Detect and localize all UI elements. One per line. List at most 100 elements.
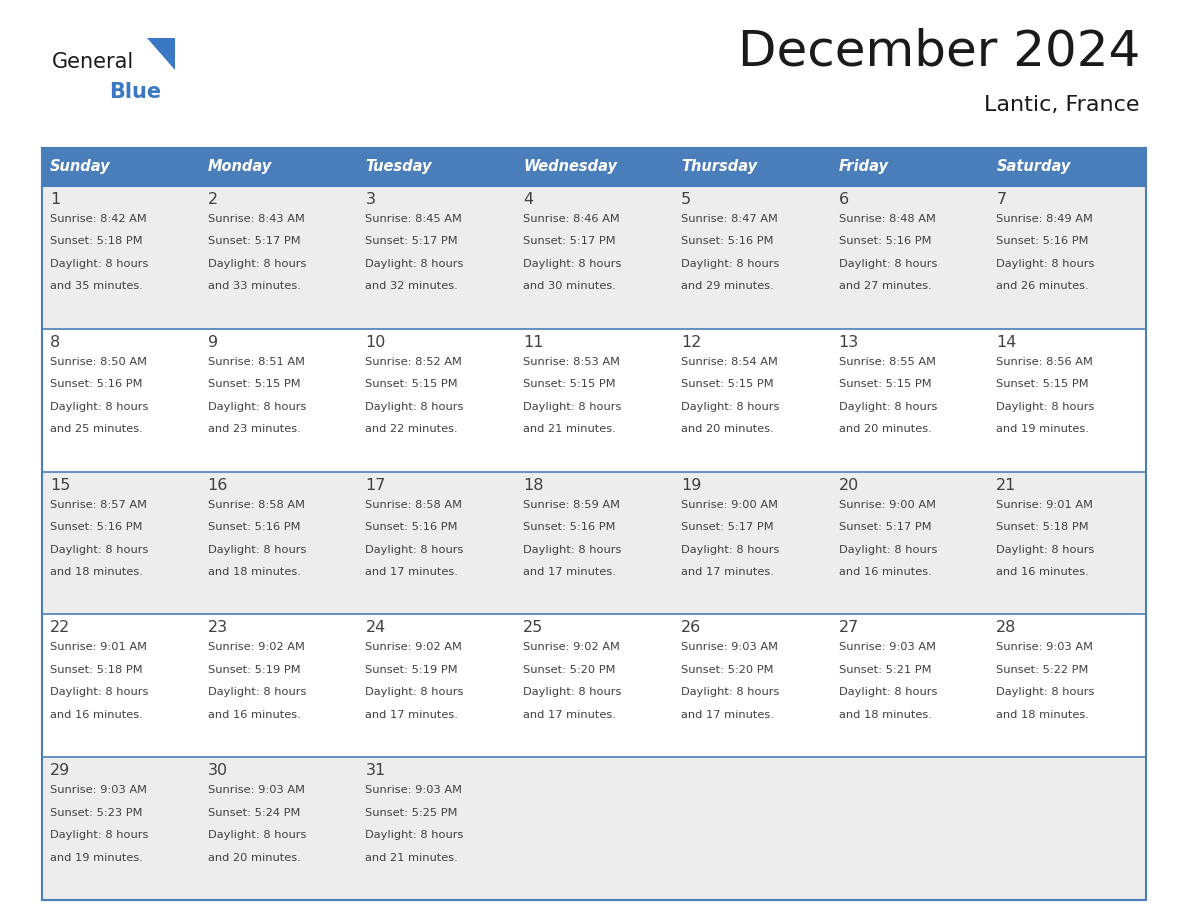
Text: 23: 23 xyxy=(208,621,228,635)
Text: Daylight: 8 hours: Daylight: 8 hours xyxy=(366,259,463,269)
Text: 26: 26 xyxy=(681,621,701,635)
Text: Daylight: 8 hours: Daylight: 8 hours xyxy=(997,259,1094,269)
Text: Daylight: 8 hours: Daylight: 8 hours xyxy=(681,259,779,269)
Text: 3: 3 xyxy=(366,192,375,207)
Text: and 27 minutes.: and 27 minutes. xyxy=(839,282,931,291)
Text: December 2024: December 2024 xyxy=(738,28,1140,76)
Text: Sunrise: 8:53 AM: Sunrise: 8:53 AM xyxy=(523,357,620,367)
Text: Daylight: 8 hours: Daylight: 8 hours xyxy=(366,830,463,840)
Text: 18: 18 xyxy=(523,477,544,493)
Text: Sunrise: 8:51 AM: Sunrise: 8:51 AM xyxy=(208,357,304,367)
Text: Sunset: 5:15 PM: Sunset: 5:15 PM xyxy=(839,379,931,389)
Text: Daylight: 8 hours: Daylight: 8 hours xyxy=(50,259,148,269)
Text: 6: 6 xyxy=(839,192,848,207)
Text: Sunrise: 8:43 AM: Sunrise: 8:43 AM xyxy=(208,214,304,224)
Text: and 18 minutes.: and 18 minutes. xyxy=(839,710,931,720)
Bar xyxy=(830,148,988,186)
Text: and 20 minutes.: and 20 minutes. xyxy=(208,853,301,863)
Text: Sunset: 5:15 PM: Sunset: 5:15 PM xyxy=(681,379,773,389)
Text: Sunset: 5:20 PM: Sunset: 5:20 PM xyxy=(681,665,773,675)
Text: Daylight: 8 hours: Daylight: 8 hours xyxy=(50,544,148,554)
Text: and 20 minutes.: and 20 minutes. xyxy=(839,424,931,434)
Text: Sunrise: 9:03 AM: Sunrise: 9:03 AM xyxy=(839,643,936,653)
Text: Lantic, France: Lantic, France xyxy=(985,95,1140,115)
Bar xyxy=(42,757,1146,900)
Text: Daylight: 8 hours: Daylight: 8 hours xyxy=(366,402,463,412)
Text: Daylight: 8 hours: Daylight: 8 hours xyxy=(208,259,307,269)
Bar xyxy=(988,148,1146,186)
Bar xyxy=(358,148,516,186)
Text: and 35 minutes.: and 35 minutes. xyxy=(50,282,143,291)
Text: Daylight: 8 hours: Daylight: 8 hours xyxy=(839,259,937,269)
Bar xyxy=(42,472,1146,614)
Text: Daylight: 8 hours: Daylight: 8 hours xyxy=(839,544,937,554)
Text: Sunset: 5:16 PM: Sunset: 5:16 PM xyxy=(208,522,301,532)
Text: 17: 17 xyxy=(366,477,386,493)
Text: and 16 minutes.: and 16 minutes. xyxy=(208,710,301,720)
Text: Sunset: 5:15 PM: Sunset: 5:15 PM xyxy=(366,379,459,389)
Text: and 19 minutes.: and 19 minutes. xyxy=(997,424,1089,434)
Text: Sunset: 5:16 PM: Sunset: 5:16 PM xyxy=(997,237,1088,246)
Text: Sunrise: 8:55 AM: Sunrise: 8:55 AM xyxy=(839,357,936,367)
Text: 27: 27 xyxy=(839,621,859,635)
Text: Daylight: 8 hours: Daylight: 8 hours xyxy=(366,688,463,698)
Text: Daylight: 8 hours: Daylight: 8 hours xyxy=(997,688,1094,698)
Text: Sunrise: 9:01 AM: Sunrise: 9:01 AM xyxy=(997,499,1093,509)
Text: Sunrise: 8:57 AM: Sunrise: 8:57 AM xyxy=(50,499,147,509)
Text: Sunset: 5:20 PM: Sunset: 5:20 PM xyxy=(523,665,615,675)
Text: Sunset: 5:16 PM: Sunset: 5:16 PM xyxy=(366,522,457,532)
Text: Sunrise: 8:47 AM: Sunrise: 8:47 AM xyxy=(681,214,778,224)
Text: and 16 minutes.: and 16 minutes. xyxy=(997,567,1089,577)
Text: Sunset: 5:24 PM: Sunset: 5:24 PM xyxy=(208,808,301,818)
Text: 7: 7 xyxy=(997,192,1006,207)
Text: Sunset: 5:25 PM: Sunset: 5:25 PM xyxy=(366,808,457,818)
Text: Sunset: 5:16 PM: Sunset: 5:16 PM xyxy=(839,237,931,246)
Text: Saturday: Saturday xyxy=(997,160,1070,174)
Text: Daylight: 8 hours: Daylight: 8 hours xyxy=(208,402,307,412)
Text: Sunrise: 8:50 AM: Sunrise: 8:50 AM xyxy=(50,357,147,367)
Text: and 16 minutes.: and 16 minutes. xyxy=(839,567,931,577)
Text: Sunrise: 8:46 AM: Sunrise: 8:46 AM xyxy=(523,214,620,224)
Text: 29: 29 xyxy=(50,763,70,778)
Text: Sunrise: 9:03 AM: Sunrise: 9:03 AM xyxy=(50,785,147,795)
Text: and 21 minutes.: and 21 minutes. xyxy=(366,853,459,863)
Text: Sunset: 5:16 PM: Sunset: 5:16 PM xyxy=(681,237,773,246)
Text: Sunrise: 9:03 AM: Sunrise: 9:03 AM xyxy=(208,785,304,795)
Text: Blue: Blue xyxy=(109,82,162,102)
Text: Sunrise: 8:52 AM: Sunrise: 8:52 AM xyxy=(366,357,462,367)
Text: Sunrise: 8:48 AM: Sunrise: 8:48 AM xyxy=(839,214,935,224)
Text: Sunset: 5:17 PM: Sunset: 5:17 PM xyxy=(839,522,931,532)
Text: and 29 minutes.: and 29 minutes. xyxy=(681,282,773,291)
Text: Daylight: 8 hours: Daylight: 8 hours xyxy=(523,688,621,698)
Text: Daylight: 8 hours: Daylight: 8 hours xyxy=(997,402,1094,412)
Text: Daylight: 8 hours: Daylight: 8 hours xyxy=(839,688,937,698)
Text: Sunset: 5:17 PM: Sunset: 5:17 PM xyxy=(523,237,615,246)
Text: and 17 minutes.: and 17 minutes. xyxy=(523,567,617,577)
Text: Daylight: 8 hours: Daylight: 8 hours xyxy=(681,544,779,554)
Text: Daylight: 8 hours: Daylight: 8 hours xyxy=(366,544,463,554)
Text: Sunset: 5:18 PM: Sunset: 5:18 PM xyxy=(997,522,1089,532)
Text: and 19 minutes.: and 19 minutes. xyxy=(50,853,143,863)
Text: Monday: Monday xyxy=(208,160,272,174)
Text: Daylight: 8 hours: Daylight: 8 hours xyxy=(208,688,307,698)
Text: 4: 4 xyxy=(523,192,533,207)
Text: Daylight: 8 hours: Daylight: 8 hours xyxy=(997,544,1094,554)
Text: Sunrise: 9:02 AM: Sunrise: 9:02 AM xyxy=(208,643,304,653)
Text: Daylight: 8 hours: Daylight: 8 hours xyxy=(523,259,621,269)
Text: Sunrise: 8:59 AM: Sunrise: 8:59 AM xyxy=(523,499,620,509)
Text: Sunrise: 8:54 AM: Sunrise: 8:54 AM xyxy=(681,357,778,367)
Text: Sunset: 5:17 PM: Sunset: 5:17 PM xyxy=(681,522,773,532)
Text: 16: 16 xyxy=(208,477,228,493)
Text: Sunrise: 8:49 AM: Sunrise: 8:49 AM xyxy=(997,214,1093,224)
Text: Sunrise: 9:03 AM: Sunrise: 9:03 AM xyxy=(997,643,1093,653)
Text: Sunset: 5:18 PM: Sunset: 5:18 PM xyxy=(50,237,143,246)
Text: and 18 minutes.: and 18 minutes. xyxy=(997,710,1089,720)
Text: Sunset: 5:19 PM: Sunset: 5:19 PM xyxy=(208,665,301,675)
Text: and 23 minutes.: and 23 minutes. xyxy=(208,424,301,434)
Text: 25: 25 xyxy=(523,621,543,635)
Text: Sunset: 5:15 PM: Sunset: 5:15 PM xyxy=(997,379,1089,389)
Text: and 17 minutes.: and 17 minutes. xyxy=(366,710,459,720)
Text: and 18 minutes.: and 18 minutes. xyxy=(50,567,143,577)
Text: Sunset: 5:15 PM: Sunset: 5:15 PM xyxy=(208,379,301,389)
Text: Sunset: 5:15 PM: Sunset: 5:15 PM xyxy=(523,379,615,389)
